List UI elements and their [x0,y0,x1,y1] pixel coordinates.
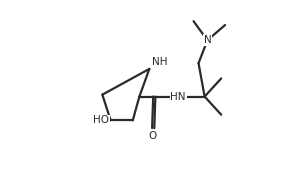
Text: NH: NH [152,57,167,67]
Text: N: N [204,35,211,45]
Text: HN: HN [170,92,186,102]
Text: HO: HO [93,115,109,125]
Text: O: O [148,131,156,141]
